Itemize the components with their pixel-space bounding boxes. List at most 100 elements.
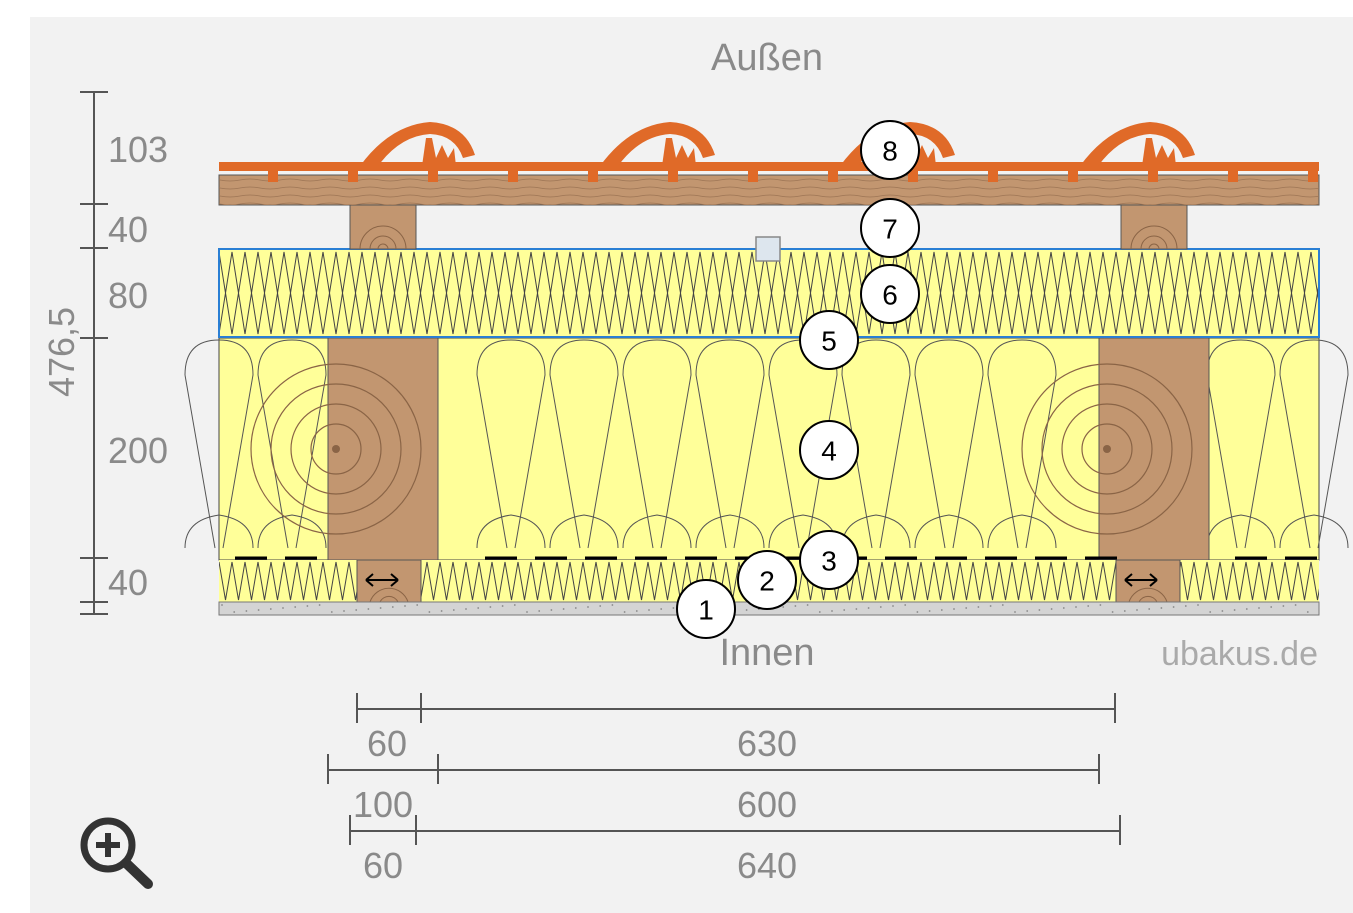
horizontal-dimension-row-3 [349,815,1121,845]
layer-marker-4[interactable]: 4 [799,420,859,480]
plaster-speck [489,606,492,608]
plaster-speck [1062,607,1065,609]
plaster-speck [648,609,650,611]
svg-text:5: 5 [821,326,837,357]
rafter-right [1098,337,1210,561]
plaster-speck [513,604,516,606]
plaster-speck [404,605,406,607]
plaster-speck [1245,608,1248,610]
plaster-speck [221,604,223,606]
plaster-speck [1123,610,1126,612]
svg-text:3: 3 [821,546,837,577]
layer-marker-2[interactable]: 2 [737,550,797,610]
svg-text:2: 2 [759,566,775,597]
plaster-speck [1270,606,1273,608]
horizontal-dimension-row-1 [356,693,1116,723]
plaster-speck [1050,608,1053,610]
plaster-speck [1233,609,1236,611]
roof-tile-nib [1308,168,1318,182]
roof-tile-nib [428,168,438,182]
plaster-speck [440,610,443,612]
plaster-speck [257,609,260,611]
insulation-quilt [987,339,1057,549]
insulation-quilt [549,339,619,549]
insulation-quilt [622,339,692,549]
layer-marker-1[interactable]: 1 [676,579,736,639]
svg-text:8: 8 [882,136,898,167]
plaster-speck [1075,606,1077,608]
layer-marker-5[interactable]: 5 [799,310,859,370]
thickness-layer-7: 40 [108,209,148,250]
plaster-speck [1014,611,1016,613]
layer-marker-8[interactable]: 8 [860,120,920,180]
thickness-layer-8: 103 [108,129,168,170]
plaster-speck [1209,611,1212,613]
plaster-speck [989,605,992,607]
insulation-quilt [1279,339,1349,549]
horizontal-dimension-row-2 [327,754,1100,784]
plaster-speck [1221,610,1224,612]
plaster-speck [306,605,309,607]
counter-batten-right-rings [1130,225,1178,250]
insulation-quilt [476,339,546,549]
batten-right-rings [1128,587,1168,603]
plaster-speck [294,606,297,608]
roof-tile-nib [908,168,918,182]
rafter-left [327,337,439,561]
roof-tile-nib [828,168,838,182]
roof-tile-nib [748,168,758,182]
insulation-quilt [1206,339,1276,549]
zoom-in-icon[interactable] [80,817,153,889]
plaster-speck [343,610,345,612]
plaster-speck [1148,608,1151,610]
svg-text:7: 7 [882,214,898,245]
selection-handle-icon[interactable] [755,236,781,262]
plaster-speck [892,605,894,607]
roof-tile [360,122,475,166]
plaster-speck [843,609,846,611]
plaster-speck [1306,611,1309,613]
plaster-speck [282,607,284,609]
roof-tile-nib [588,168,598,182]
plaster-speck [818,611,821,613]
layer-marker-3[interactable]: 3 [799,530,859,590]
plaster-speck [501,605,504,607]
horizontal-double-arrow-icon [1124,573,1158,587]
layer-6-insulation-pattern [219,250,1319,336]
plaster-speck [1001,604,1004,606]
plaster-speck [1038,609,1041,611]
plaster-speck [867,607,870,609]
plaster-speck [1026,610,1029,612]
plaster-speck [526,611,528,613]
thickness-layer-2: 40 [108,562,148,603]
plaster-speck [623,611,626,613]
plaster-speck [574,607,577,609]
layer-marker-7[interactable]: 7 [860,198,920,258]
plaster-speck [428,611,431,613]
plaster-speck [1160,607,1163,609]
plaster-speck [1282,605,1285,607]
plaster-speck [550,609,553,611]
plaster-speck [916,611,919,613]
plaster-speck [611,604,614,606]
plaster-speck [1184,605,1187,607]
thickness-layer-4: 200 [108,430,168,471]
plaster-speck [904,604,907,606]
roof-tile-nib [348,168,358,182]
insulation-quilt [914,339,984,549]
plaster-speck [477,607,480,609]
plaster-speck [806,604,809,606]
layer-marker-6[interactable]: 6 [860,264,920,324]
svg-text:6: 6 [882,280,898,311]
roof-tile-hook [662,138,696,166]
plaster-speck [953,608,955,610]
counter-batten-right [1120,204,1188,250]
plaster-speck [465,608,467,610]
plaster-speck [1136,609,1138,611]
watermark: ubakus.de [1161,635,1318,673]
roof-tile [600,122,715,166]
roof-tile-nib [988,168,998,182]
plaster-speck [233,611,236,613]
total-thickness: 476,5 [41,307,82,397]
